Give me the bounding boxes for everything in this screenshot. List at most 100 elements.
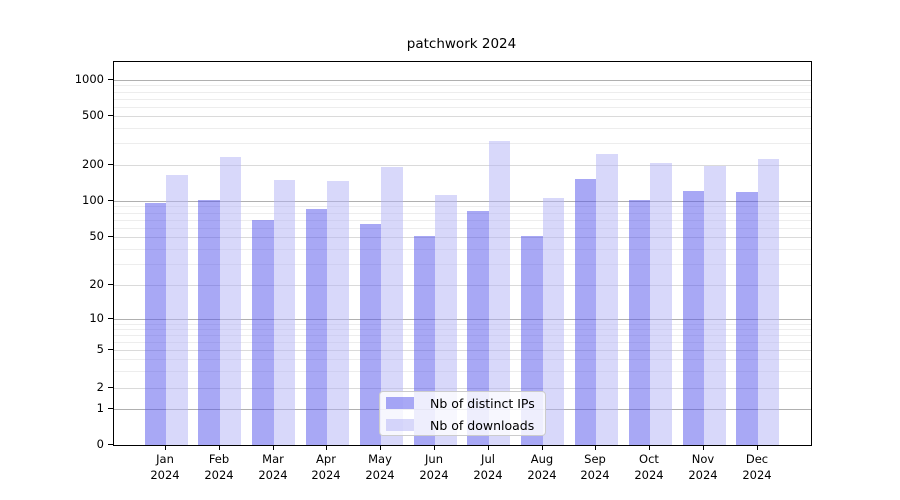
chart-title: patchwork 2024: [406, 36, 517, 52]
gridline-1000: [114, 80, 811, 81]
gridline-5: [114, 350, 811, 351]
xtick-label-may: May 2024: [365, 452, 395, 482]
gridline-500: [114, 116, 811, 117]
gridline-300: [114, 143, 811, 144]
xtick-mark-may: [380, 445, 381, 450]
xtick-label-apr: Apr 2024: [311, 452, 341, 482]
gridline-600: [114, 107, 811, 108]
xtick-mark-feb: [219, 445, 220, 450]
bar-distinct-ips-jul: [467, 211, 489, 445]
ytick-mark-200: [108, 164, 113, 165]
gridline-400: [114, 128, 811, 129]
ytick-mark-10: [108, 318, 113, 319]
bar-distinct-ips-may: [359, 224, 382, 445]
xtick-mark-nov: [703, 445, 704, 450]
bar-downloads-feb: [219, 157, 242, 445]
xtick-label-jan: Jan 2024: [150, 452, 180, 482]
ytick-label-50: 50: [89, 229, 104, 243]
xtick-label-jul: Jul 2024: [473, 452, 503, 482]
gridline-60: [114, 228, 811, 229]
xtick-label-dec: Dec 2024: [742, 452, 772, 482]
bar-distinct-ips-jan: [144, 203, 166, 445]
bar-downloads-apr: [327, 181, 349, 445]
gridline-2: [114, 388, 811, 389]
ytick-label-0: 0: [96, 437, 104, 451]
ytick-mark-100: [108, 200, 113, 201]
gridline-80: [114, 213, 811, 214]
legend-swatch-distinct-ips: [386, 397, 414, 409]
xtick-mark-oct: [649, 445, 650, 450]
legend-label-downloads: Nb of downloads: [430, 418, 535, 433]
xtick-mark-jan: [165, 445, 166, 450]
ytick-label-500: 500: [82, 108, 104, 122]
xtick-mark-apr: [326, 445, 327, 450]
gridline-20: [114, 285, 811, 286]
bar-distinct-ips-dec: [736, 192, 758, 445]
bar-downloads-oct: [650, 163, 672, 445]
bar-downloads-jun: [435, 195, 457, 445]
ytick-label-5: 5: [96, 342, 104, 356]
xtick-label-mar: Mar 2024: [258, 452, 288, 482]
bar-downloads-sep: [596, 154, 618, 445]
gridline-3: [114, 371, 811, 372]
plot-area: [113, 61, 812, 446]
ytick-mark-5: [108, 349, 113, 350]
xtick-mark-aug: [542, 445, 543, 450]
xtick-label-oct: Oct 2024: [634, 452, 664, 482]
gridline-9: [114, 324, 811, 325]
bar-downloads-dec: [757, 159, 780, 445]
bar-downloads-mar: [273, 180, 296, 445]
ytick-mark-0: [108, 444, 113, 445]
ytick-mark-1000: [108, 79, 113, 80]
bar-downloads-jul: [488, 141, 511, 445]
xtick-mark-mar: [273, 445, 274, 450]
ytick-mark-50: [108, 236, 113, 237]
bar-distinct-ips-mar: [252, 220, 274, 445]
xtick-mark-dec: [757, 445, 758, 450]
ytick-mark-500: [108, 115, 113, 116]
gridline-6: [114, 342, 811, 343]
bar-downloads-aug: [542, 198, 565, 445]
xtick-mark-jul: [488, 445, 489, 450]
xtick-label-sep: Sep 2024: [580, 452, 610, 482]
bar-downloads-nov: [704, 166, 726, 445]
bar-downloads-may: [381, 167, 403, 445]
ytick-mark-2: [108, 387, 113, 388]
gridline-800: [114, 92, 811, 93]
xtick-mark-jun: [434, 445, 435, 450]
legend-label-distinct-ips: Nb of distinct IPs: [430, 396, 535, 411]
xtick-label-jun: Jun 2024: [419, 452, 449, 482]
ytick-label-20: 20: [89, 277, 104, 291]
gridline-90: [114, 206, 811, 207]
legend-swatch-downloads: [386, 419, 414, 431]
bar-distinct-ips-nov: [682, 191, 704, 445]
ytick-mark-1: [108, 408, 113, 409]
bar-downloads-jan: [166, 175, 188, 445]
gridline-10: [114, 319, 811, 320]
gridline-900: [114, 85, 811, 86]
ytick-mark-20: [108, 284, 113, 285]
xtick-label-aug: Aug 2024: [527, 452, 557, 482]
ytick-label-1000: 1000: [74, 72, 104, 86]
ytick-label-2: 2: [96, 380, 104, 394]
gridline-200: [114, 165, 811, 166]
gridline-7: [114, 335, 811, 336]
xtick-mark-sep: [595, 445, 596, 450]
gridline-40: [114, 249, 811, 250]
bar-distinct-ips-oct: [628, 200, 651, 445]
xtick-label-feb: Feb 2024: [204, 452, 234, 482]
gridline-70: [114, 220, 811, 221]
legend: Nb of distinct IPs Nb of downloads: [379, 391, 546, 436]
ytick-label-10: 10: [89, 311, 104, 325]
ytick-label-100: 100: [82, 193, 104, 207]
gridline-4: [114, 359, 811, 360]
ytick-label-1: 1: [96, 401, 104, 415]
gridline-30: [114, 264, 811, 265]
xtick-label-nov: Nov 2024: [688, 452, 718, 482]
bar-distinct-ips-feb: [198, 200, 220, 445]
bar-distinct-ips-sep: [574, 179, 597, 445]
gridline-8: [114, 329, 811, 330]
bar-distinct-ips-apr: [305, 209, 328, 445]
gridline-50: [114, 237, 811, 238]
